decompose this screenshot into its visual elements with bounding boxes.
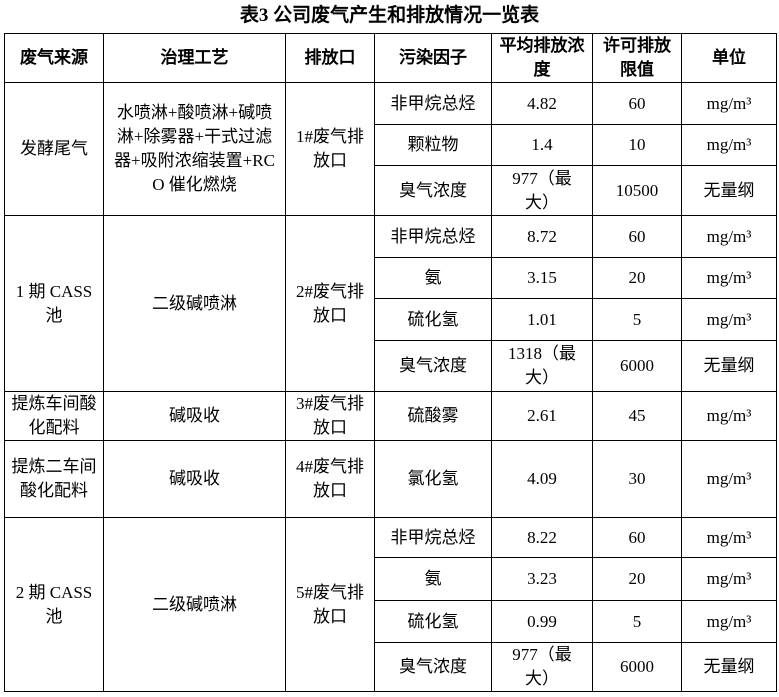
cell-unit: 无量纲 [681, 165, 777, 216]
cell-unit: mg/m³ [681, 391, 777, 441]
cell-avg-concentration: 8.22 [491, 517, 593, 558]
cell-factor: 氨 [374, 557, 492, 601]
cell-avg-concentration: 977（最大） [491, 165, 593, 216]
cell-factor: 非甲烷总烃 [374, 82, 492, 125]
cell-permit-limit: 6000 [592, 340, 682, 392]
cell-factor: 氨 [374, 257, 492, 299]
cell-outlet: 4#废气排放口 [285, 440, 375, 518]
header-source: 废气来源 [4, 33, 104, 83]
cell-avg-concentration: 1.4 [491, 124, 593, 166]
header-row: 废气来源 治理工艺 排放口 污染因子 平均排放浓度 许可排放限值 单位 [4, 33, 777, 83]
header-avg-concentration: 平均排放浓度 [491, 33, 593, 83]
cell-permit-limit: 6000 [592, 642, 682, 692]
emission-table: 废气来源 治理工艺 排放口 污染因子 平均排放浓度 许可排放限值 单位 发酵尾气 水喷淋+酸喷… [4, 33, 777, 692]
cell-unit: 无量纲 [681, 340, 777, 392]
table-row: 发酵尾气 水喷淋+酸喷淋+碱喷淋+除雾器+干式过滤器+吸附浓缩装置+RCO 催化燃… [4, 82, 777, 216]
cell-outlet: 2#废气排放口 [285, 215, 375, 392]
cell-source: 提炼二车间酸化配料 [4, 440, 104, 518]
cell-avg-concentration: 1.01 [491, 298, 593, 341]
cell-avg-concentration: 4.82 [491, 82, 593, 125]
table-row: 提炼二车间酸化配料 碱吸收 4#废气排放口 氯化氢 4.09 30 mg/m³ [4, 440, 777, 518]
cell-process: 二级碱喷淋 [103, 215, 286, 392]
cell-factor: 非甲烷总烃 [374, 215, 492, 258]
cell-permit-limit: 5 [592, 600, 682, 643]
cell-avg-concentration: 3.15 [491, 257, 593, 299]
cell-factor: 硫化氢 [374, 298, 492, 341]
cell-permit-limit: 60 [592, 82, 682, 125]
cell-factor: 非甲烷总烃 [374, 517, 492, 558]
cell-process: 碱吸收 [103, 440, 286, 518]
cell-permit-limit: 5 [592, 298, 682, 341]
cell-permit-limit: 30 [592, 440, 682, 518]
header-factor: 污染因子 [374, 33, 492, 83]
table-row: 提炼车间酸化配料 碱吸收 3#废气排放口 硫酸雾 2.61 45 mg/m³ [4, 391, 777, 441]
table-row: 硫化氢 0.99 5 mg/m³ [5, 600, 777, 643]
table-row: 2 期 CASS 池二级碱喷淋 5#废气排放口 非甲烷总烃 8.22 60 mg/m³ [4, 517, 777, 692]
cell-permit-limit: 45 [592, 391, 682, 441]
cell-factor: 臭气浓度 [374, 642, 492, 692]
cell-process: 二级碱喷淋 [103, 517, 286, 692]
header-outlet: 排放口 [285, 33, 375, 83]
cell-permit-limit: 60 [592, 517, 682, 558]
cell-unit: mg/m³ [681, 517, 777, 558]
cell-permit-limit: 10 [592, 124, 682, 166]
table-row: 颗粒物 1.4 10 mg/m³ [5, 124, 777, 166]
cell-factor: 氯化氢 [374, 440, 492, 518]
cell-unit: 无量纲 [681, 642, 777, 692]
table-title: 表3 公司废气产生和排放情况一览表 [239, 5, 540, 26]
cell-avg-concentration: 2.61 [491, 391, 593, 441]
header-permit-limit: 许可排放限值 [592, 33, 682, 83]
header-process: 治理工艺 [103, 33, 286, 83]
cell-unit: mg/m³ [681, 557, 777, 601]
cell-permit-limit: 60 [592, 215, 682, 258]
cell-source: 提炼车间酸化配料 [4, 391, 104, 441]
cell-unit: mg/m³ [681, 257, 777, 299]
cell-factor: 臭气浓度 [374, 165, 492, 216]
cell-outlet: 5#废气排放口 [285, 517, 375, 692]
cell-factor: 颗粒物 [374, 124, 492, 166]
cell-permit-limit: 20 [592, 557, 682, 601]
cell-process: 碱吸收 [103, 391, 286, 441]
cell-factor: 硫化氢 [374, 600, 492, 643]
cell-unit: mg/m³ [681, 600, 777, 643]
cell-avg-concentration: 0.99 [491, 600, 593, 643]
cell-avg-concentration: 977（最大） [491, 642, 593, 692]
table-row: 臭气浓度 977（最大） 10500 无量纲 [5, 165, 777, 216]
cell-factor: 臭气浓度 [374, 340, 492, 392]
cell-unit: mg/m³ [681, 82, 777, 125]
cell-avg-concentration: 1318（最大） [491, 340, 593, 392]
cell-permit-limit: 10500 [592, 165, 682, 216]
cell-unit: mg/m³ [681, 298, 777, 341]
cell-unit: mg/m³ [681, 124, 777, 166]
cell-source: 发酵尾气 [4, 82, 104, 216]
cell-unit: mg/m³ [681, 440, 777, 518]
table-row: 1 期 CASS 池二级碱喷淋 2#废气排放口 非甲烷总烃 8.72 60 mg/m³ [4, 215, 777, 392]
cell-avg-concentration: 4.09 [491, 440, 593, 518]
cell-outlet: 1#废气排放口 [285, 82, 375, 216]
cell-outlet: 3#废气排放口 [285, 391, 375, 441]
cell-source: 2 期 CASS 池 [4, 517, 104, 692]
cell-avg-concentration: 8.72 [491, 215, 593, 258]
cell-process: 水喷淋+酸喷淋+碱喷淋+除雾器+干式过滤器+吸附浓缩装置+RCO 催化燃烧 [103, 82, 286, 216]
header-unit: 单位 [681, 33, 777, 83]
cell-permit-limit: 20 [592, 257, 682, 299]
cell-unit: mg/m³ [681, 215, 777, 258]
cell-factor: 硫酸雾 [374, 391, 492, 441]
cell-avg-concentration: 3.23 [491, 557, 593, 601]
table-row: 臭气浓度 977（最大） 6000 无量纲 [5, 642, 777, 692]
cell-source: 1 期 CASS 池 [4, 215, 104, 392]
